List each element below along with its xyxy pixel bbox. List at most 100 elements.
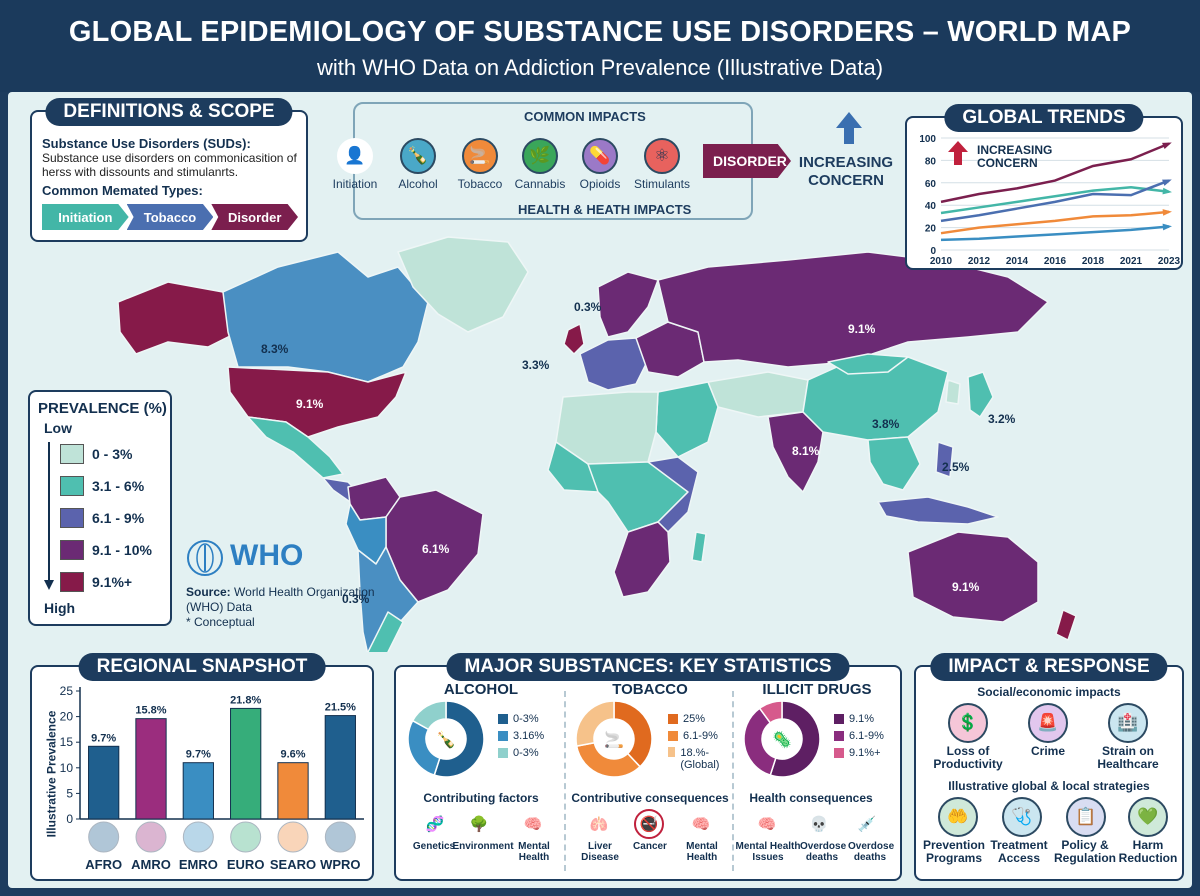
flow-item-initiation: 👤 Initiation [323, 138, 387, 191]
trend-series-line [940, 142, 1170, 204]
map-russia [657, 251, 1049, 368]
icon-label: Genetics [412, 841, 456, 852]
map-label-se-asia: 2.5% [942, 460, 970, 474]
person-icon: 👤 [337, 138, 373, 174]
donut-slice [758, 700, 783, 724]
map-korea [945, 379, 961, 405]
bar-data-label: 9.6% [280, 749, 305, 761]
flow-disorder: Disorder [211, 204, 299, 230]
map-label-japan: 3.2% [988, 412, 1016, 426]
flow-top-label: COMMON IMPACTS [524, 109, 646, 124]
down-arrow-icon [44, 442, 54, 590]
flow-initiation: Initiation [42, 204, 129, 230]
map-alaska [117, 281, 239, 355]
global-trends-panel: GLOBAL TRENDS 0 20 40 60 80 100 2010 2012 2014 20… [905, 104, 1183, 270]
legend-entry: 9.1%+ [849, 747, 881, 759]
map-south-africa [613, 521, 671, 598]
y-tick-label: 40 [925, 201, 937, 212]
legend-entry: 6.1-9% [849, 730, 884, 742]
trend-series-line [940, 210, 1170, 235]
flow-item-label: Cannabis [514, 177, 566, 191]
x-tick-label: 2021 [1120, 256, 1143, 267]
source-text: World Health Organization (WHO) Data [186, 585, 375, 614]
impact-response-panel: IMPACT & RESPONSE Social/economic impact… [914, 653, 1184, 881]
map-australia [907, 531, 1039, 623]
donut-hole [595, 720, 633, 758]
liver-icon: 🫁 [589, 816, 609, 833]
y-tick-label: 20 [60, 710, 74, 724]
legend-label: 3.1 - 6% [92, 478, 145, 494]
trend-arrowhead [1162, 223, 1172, 231]
sud-text: Substance use disorders on commonicasiti… [42, 151, 297, 179]
map-label-uk: 3.3% [522, 358, 550, 372]
hands-icon: 🤲 [938, 797, 978, 837]
no-smoking-icon: 🚭 [634, 809, 664, 839]
map-label-canada: 8.3% [261, 342, 289, 356]
tobacco-heading: TOBACCO [612, 681, 688, 698]
legend-entry: 9.1% [849, 713, 875, 725]
map-indonesia [877, 496, 999, 525]
trend-arrowhead [1162, 142, 1172, 150]
map-label-india: 8.1% [792, 444, 820, 458]
cigarette-icon: 🚬 [462, 138, 498, 174]
donut-center-icon: 🚬 [604, 730, 624, 749]
molecule-icon: ⚛ [644, 138, 680, 174]
map-middle-east [655, 381, 719, 458]
region-map-icon [230, 821, 262, 853]
legend-label: 9.1%+ [92, 574, 133, 590]
source-label: Source: [186, 585, 231, 599]
legend-swatch [60, 444, 84, 464]
legend-swatch [60, 540, 84, 560]
trend-arrowhead [1162, 209, 1172, 216]
header: GLOBAL EPIDEMIOLOGY OF SUBSTANCE USE DIS… [0, 0, 1200, 92]
policy-document-icon: 📋 [1066, 797, 1106, 837]
legend-item: 6.1 - 9% [60, 508, 144, 528]
legend-item: 9.1%+ [60, 572, 132, 592]
flow-item-label: Alcohol [398, 177, 438, 191]
snapshot-title: REGIONAL SNAPSHOT [78, 653, 326, 681]
legend-entry: 0-3% [513, 747, 539, 759]
y-tick-label: 5 [66, 786, 73, 800]
icon-label: Mental Health Issues [735, 841, 801, 863]
source-note: * Conceptual [186, 615, 255, 629]
illicit-subhead: Health consequences [749, 791, 873, 805]
legend-entry: 6.1-9% [683, 730, 718, 742]
mental-health-icon: 🧠 [691, 816, 711, 833]
increasing-concern-label: INCREASING CONCERN [798, 154, 894, 189]
tobacco-subhead: Contributive consequences [571, 791, 729, 805]
y-tick-label: 80 [925, 156, 937, 167]
trend-up-arrow-icon [948, 141, 968, 165]
legend-low-label: Low [44, 420, 72, 436]
syringe-icon: 💉 [857, 816, 877, 833]
map-uk [563, 323, 585, 355]
sud-heading: Substance Use Disorders (SUDs): [42, 136, 251, 151]
map-mongolia [827, 353, 909, 375]
trend-series-line [940, 186, 1170, 215]
page-title: GLOBAL EPIDEMIOLOGY OF SUBSTANCE USE DIS… [68, 16, 1132, 48]
flow-item-label: Opioids [579, 177, 621, 191]
donut-slice [743, 707, 777, 777]
icon-label: Overdose deaths [800, 841, 847, 863]
x-tick-label: 2018 [1082, 256, 1105, 267]
types-flow: Initiation Tobacco Disorder [42, 204, 299, 230]
flow-item-label: Initiation [332, 177, 378, 191]
y-tick-label: 15 [60, 735, 74, 749]
x-tick-label: EMRO [179, 857, 218, 872]
map-label-australia: 9.1% [952, 580, 980, 594]
legend-item: 0 - 3% [60, 444, 132, 464]
social-heading: Social/economic impacts [977, 685, 1121, 699]
x-tick-label: AFRO [85, 857, 122, 872]
y-tick-label: 25 [60, 684, 74, 698]
y-tick-label: 0 [930, 246, 936, 257]
skull-icon: 💀 [809, 816, 829, 833]
who-emblem-icon [187, 540, 223, 576]
legend-swatch [60, 572, 84, 592]
legend-entry: 0-3% [513, 713, 539, 725]
substance-donut-charts: 🍾 🚬 🦠 [407, 700, 821, 778]
bottle-icon: 🍾 [400, 138, 436, 174]
map-madagascar [691, 531, 707, 563]
legend-item: 9.1 - 10% [60, 540, 152, 560]
alcohol-subhead: Contributing factors [423, 791, 539, 805]
donut-hole [763, 720, 801, 758]
trends-line-chart: 0 20 40 60 80 100 2010 2012 2014 2016 2018 2021 2023 [919, 134, 1180, 267]
